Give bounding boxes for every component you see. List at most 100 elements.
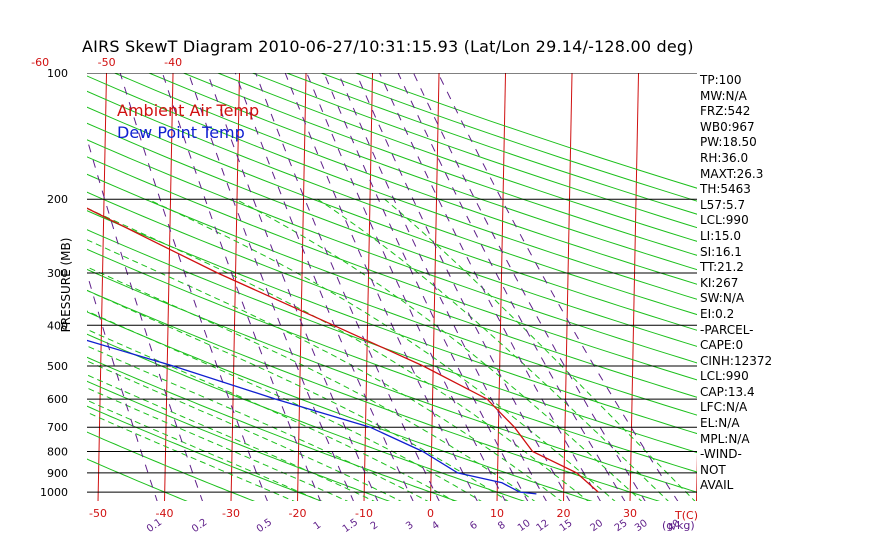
dew-point-temp-line	[87, 339, 537, 495]
moist-adiabat-line	[87, 266, 536, 501]
pressure-tick-label: 400	[47, 319, 68, 332]
index-item: MAXT:26.3	[700, 166, 764, 181]
isotherm-line	[164, 73, 174, 501]
isotherm-line	[297, 73, 307, 501]
mixing-ratio-tick-label: 0.5	[255, 517, 274, 535]
index-item: EL:N/A	[700, 416, 740, 431]
legend-ambient-air-temp: Ambient Air Temp	[117, 101, 260, 120]
mixing-ratio-line	[87, 137, 203, 501]
index-item: KI:267	[700, 275, 739, 290]
top-temp-tick-label: -40	[164, 56, 182, 69]
y-axis-label: PRESSURE (MB)	[59, 237, 73, 333]
mixing-ratio-tick-label: 1	[312, 520, 324, 533]
index-item: NOT	[700, 462, 726, 477]
index-item: -WIND-	[700, 447, 742, 462]
isotherm-line	[629, 73, 640, 501]
moist-adiabat-line	[87, 360, 402, 501]
index-item: AVAIL	[700, 478, 734, 493]
top-temp-tick-label: -50	[98, 56, 116, 69]
moist-adiabat-line	[235, 198, 643, 501]
isotherm-line	[97, 73, 108, 501]
moist-adiabat-line	[317, 198, 669, 501]
mixing-ratio-tick-label: 4	[430, 520, 442, 533]
pressure-tick-label: 300	[47, 267, 68, 280]
legend-dew-point-temp: Dew Point Temp	[117, 123, 245, 142]
index-item: TP:100	[700, 73, 742, 87]
dry-adiabat-line	[114, 73, 697, 285]
index-item: PW:18.50	[700, 135, 757, 150]
mixing-ratio-line	[284, 73, 478, 501]
chart-title: AIRS SkewT Diagram 2010-06-27/10:31:15.9…	[82, 37, 694, 56]
index-item: LFC:N/A	[700, 400, 748, 415]
index-item: MW:N/A	[700, 88, 747, 103]
indices-panel: TP:100 MW:N/A FRZ:542 WB0:967 PW:18.50 RH:36.…	[700, 73, 772, 494]
index-item: TT:21.2	[700, 260, 744, 275]
moist-adiabat-line	[87, 207, 589, 501]
mixing-ratio-line	[87, 271, 158, 501]
bottom-temp-tick-label: -20	[289, 507, 307, 520]
index-item: CINH:12372	[700, 353, 773, 368]
isotherm-line	[230, 73, 241, 501]
index-item: SI:16.1	[700, 244, 742, 259]
index-item: LCL:990	[700, 369, 749, 384]
bottom-temp-tick-label: 10	[490, 507, 504, 520]
moist-adiabat-line	[87, 328, 455, 501]
dry-adiabat-line	[87, 139, 697, 364]
index-item: TH:5463	[700, 182, 751, 197]
bottom-temp-tick-label: 20	[557, 507, 571, 520]
mixing-ratio-tick-label: 12	[534, 518, 551, 534]
moist-adiabat-line	[147, 198, 616, 501]
bottom-temp-tick-label: 30	[623, 507, 637, 520]
mixing-ratio-tick-label: 3	[404, 520, 416, 533]
dry-adiabat-line	[87, 75, 697, 300]
moist-adiabat-line	[87, 411, 295, 501]
dry-adiabat-line	[217, 73, 697, 242]
pressure-tick-label: 700	[47, 421, 68, 434]
dry-adiabat-line	[87, 156, 697, 381]
isotherm-line	[430, 73, 440, 501]
mixing-ratio-tick-label: 2	[369, 520, 381, 533]
bottom-temp-tick-label: -30	[222, 507, 240, 520]
mixing-ratio-tick-label: 20	[588, 518, 605, 534]
moist-adiabat-line	[87, 387, 349, 501]
mixing-ratio-line	[119, 73, 268, 501]
index-item: SW:N/A	[700, 291, 745, 306]
dry-adiabat-line	[87, 191, 697, 416]
top-temp-tick-label: -60	[31, 56, 49, 69]
pressure-tick-label: 1000	[40, 486, 68, 499]
isotherm-line	[363, 73, 374, 501]
moist-adiabat-line	[87, 289, 509, 501]
mixing-ratio-tick-label: 10	[516, 518, 533, 534]
index-item: CAPE:0	[700, 338, 744, 353]
dry-adiabat-line	[87, 122, 697, 347]
bottom-temp-tick-label: -50	[89, 507, 107, 520]
bottom-temp-tick-label: 0	[427, 507, 434, 520]
mixing-ratio-tick-label: 15	[558, 518, 575, 534]
mixing-ratio-tick-label: 0.2	[190, 517, 209, 535]
moist-adiabat-line	[87, 374, 375, 501]
mixing-ratio-tick-label: 30	[633, 518, 650, 534]
pressure-tick-label: 800	[47, 446, 68, 459]
index-item: CAP:13.4	[700, 384, 755, 399]
mixing-ratio-tick-label: 25	[613, 518, 630, 534]
dry-adiabat-line	[87, 106, 697, 331]
index-item: L57:5.7	[700, 197, 746, 212]
pressure-tick-label: 500	[47, 360, 68, 373]
pressure-tick-label: 600	[47, 393, 68, 406]
dry-adiabat-line	[87, 248, 697, 473]
pressure-tick-label: 900	[47, 467, 68, 480]
moist-adiabat-line	[384, 198, 696, 501]
moist-adiabat-line	[87, 345, 429, 501]
mixing-ratio-tick-label: 8	[496, 520, 508, 533]
dry-adiabat-line	[286, 73, 697, 215]
dry-adiabat-line	[321, 73, 697, 202]
index-item: LI:15.0	[700, 228, 741, 243]
isotherm-line	[563, 73, 573, 501]
dry-adiabat-line	[87, 173, 697, 398]
dry-adiabat-line	[87, 90, 697, 316]
index-item: EI:0.2	[700, 306, 735, 321]
bottom-temp-tick-label: -10	[355, 507, 373, 520]
dry-adiabat-line	[87, 229, 697, 454]
isotherm-line	[32, 64, 41, 503]
